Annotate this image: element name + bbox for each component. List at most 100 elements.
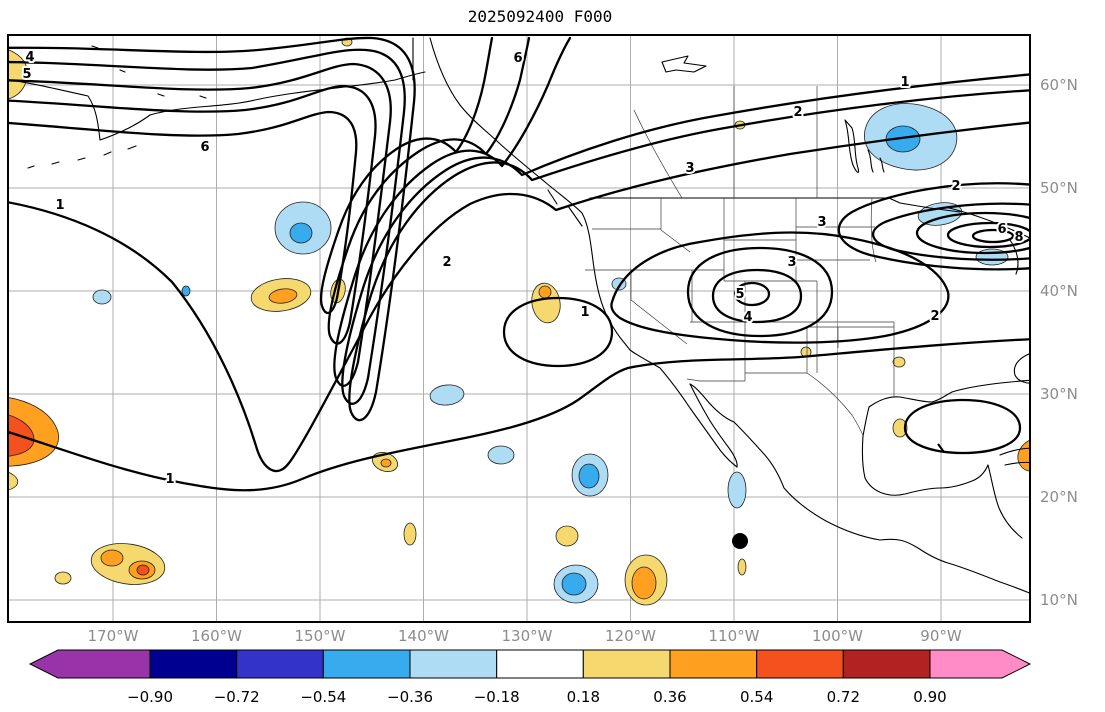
- contour-label: 2: [951, 179, 960, 194]
- plot-area: 4 5 6 1 6 2 1 3 2 1 2 3 3 4 5 2 6 8 1: [0, 35, 1030, 622]
- contour-label: 4: [743, 310, 752, 325]
- colorbar-tick-label: 0.54: [740, 688, 773, 706]
- anomaly-patch-positive: [538, 285, 552, 299]
- anomaly-patch-positive: [892, 356, 906, 368]
- anomaly-patch-positive: [268, 288, 298, 304]
- hachure-tick: [937, 443, 945, 453]
- bering-islands: [91, 45, 207, 99]
- contour-line: [8, 338, 1030, 492]
- anomaly-patch-positive: [90, 543, 166, 585]
- contour-line-closed: [686, 246, 834, 338]
- colorbar-tick-label: −0.54: [300, 688, 346, 706]
- contour-line: [8, 121, 1030, 473]
- canada-province-borders: [633, 86, 818, 199]
- coastline-yucatan: [861, 435, 1023, 539]
- anomaly-patch-negative: [289, 222, 313, 244]
- plot-frame: [7, 34, 1031, 623]
- colorbar-segment: [842, 649, 931, 679]
- colorbar-segment: [496, 649, 584, 679]
- us-state-borders: [585, 197, 895, 437]
- contour-label: 5: [735, 287, 744, 302]
- contour-label: 6: [200, 140, 209, 155]
- great-slave-lake: [661, 55, 707, 73]
- colorbar-tick-label: −0.90: [127, 688, 173, 706]
- anomaly-patch-negative: [429, 384, 465, 406]
- anomaly-patch-negative: [487, 445, 515, 465]
- colorbar-tick-label: 0.36: [653, 688, 686, 706]
- coastline-mexico: [689, 383, 1030, 594]
- contour-line-closed: [971, 228, 1015, 244]
- lon-tick-label: 120°W: [605, 627, 656, 645]
- lon-tick-label: 170°W: [88, 627, 139, 645]
- lon-tick-label: 130°W: [502, 627, 553, 645]
- longitude-axis: 170°W 160°W 150°W 140°W 130°W 120°W 110°…: [88, 627, 962, 645]
- anomaly-patch-negative: [727, 471, 747, 509]
- chart-title: 2025092400 F000: [468, 7, 613, 26]
- anomaly-patch-positive: [892, 418, 908, 438]
- contour-line: [872, 202, 1030, 261]
- colorbar-segment: [409, 649, 498, 679]
- anomaly-patch-negative: [578, 463, 600, 489]
- colorbar-tick-label: −0.36: [387, 688, 433, 706]
- contour-line-closed: [903, 398, 1022, 455]
- lat-tick-label: 40°N: [1040, 282, 1078, 300]
- colorbar-tick-label: 0.72: [827, 688, 860, 706]
- lat-tick-label: 20°N: [1040, 488, 1078, 506]
- contour-line-closed: [946, 221, 1030, 249]
- colorbar: −0.90 −0.72 −0.54 −0.36 −0.18 0.18 0.36 …: [28, 649, 1032, 706]
- coastline-west: [429, 37, 738, 468]
- anomaly-patch-negative: [561, 572, 587, 596]
- contour-line-closed: [711, 268, 803, 324]
- lat-tick-label: 60°N: [1040, 76, 1078, 94]
- anomaly-patch-positive: [555, 525, 579, 547]
- contour-label: 3: [817, 215, 826, 230]
- contour-label: 2: [793, 105, 802, 120]
- coastline-gulf: [862, 379, 1030, 437]
- contour-line-closed: [915, 211, 1030, 255]
- colorbar-over-arrow: [929, 649, 1032, 679]
- contour-line: [8, 36, 1030, 422]
- contour-label: 2: [930, 309, 939, 324]
- anomaly-patch-positive: [0, 78, 6, 96]
- contour-label: 8: [1014, 230, 1023, 245]
- lon-tick-label: 100°W: [812, 627, 863, 645]
- lat-tick-label: 50°N: [1040, 179, 1078, 197]
- colorbar-segment: [322, 649, 411, 679]
- contour-line-closed: [610, 231, 950, 344]
- contour-line: [8, 36, 572, 387]
- colorbar-segment: [149, 649, 238, 679]
- colorbar-tick-label: −0.18: [474, 688, 520, 706]
- contour-label: 1: [55, 198, 64, 213]
- colorbar-segment: [756, 649, 844, 679]
- colorbar-tick-label: −0.72: [214, 688, 260, 706]
- contour-label: 2: [442, 255, 451, 270]
- lon-tick-label: 160°W: [191, 627, 242, 645]
- contour-line: [837, 182, 1030, 271]
- contour-labels: 4 5 6 1 6 2 1 3 2 1 2 3 3 4 5 2 6 8 1: [20, 48, 1025, 489]
- contour-label: 1: [165, 472, 174, 487]
- lon-tick-label: 150°W: [295, 627, 346, 645]
- vancouver-island: [547, 189, 583, 227]
- contour-line: [8, 48, 1030, 405]
- anomaly-patch-positive: [380, 458, 392, 468]
- great-lakes: [944, 206, 1030, 275]
- lat-tick-label: 30°N: [1040, 385, 1078, 403]
- colorbar-tick-label: 0.90: [913, 688, 946, 706]
- lon-tick-label: 110°W: [709, 627, 760, 645]
- latitude-axis: 60°N 50°N 40°N 30°N 20°N 10°N: [1040, 76, 1078, 609]
- lat-tick-label: 10°N: [1040, 591, 1078, 609]
- contour-label: 6: [513, 51, 522, 66]
- coastline-alaska: [149, 71, 426, 116]
- coastline-florida: [1013, 353, 1030, 384]
- contour-line: [8, 36, 531, 345]
- lon-tick-label: 90°W: [920, 627, 962, 645]
- contour-label: 1: [580, 305, 589, 320]
- colorbar-under-arrow: [28, 649, 151, 679]
- anomaly-patch-positive: [631, 566, 657, 600]
- anomaly-patch-positive: [100, 549, 124, 567]
- anomaly-patch-positive: [54, 571, 72, 585]
- anomaly-patch-positive: [136, 564, 150, 576]
- colorbar-segment: [582, 649, 671, 679]
- contour-label: 5: [22, 67, 31, 82]
